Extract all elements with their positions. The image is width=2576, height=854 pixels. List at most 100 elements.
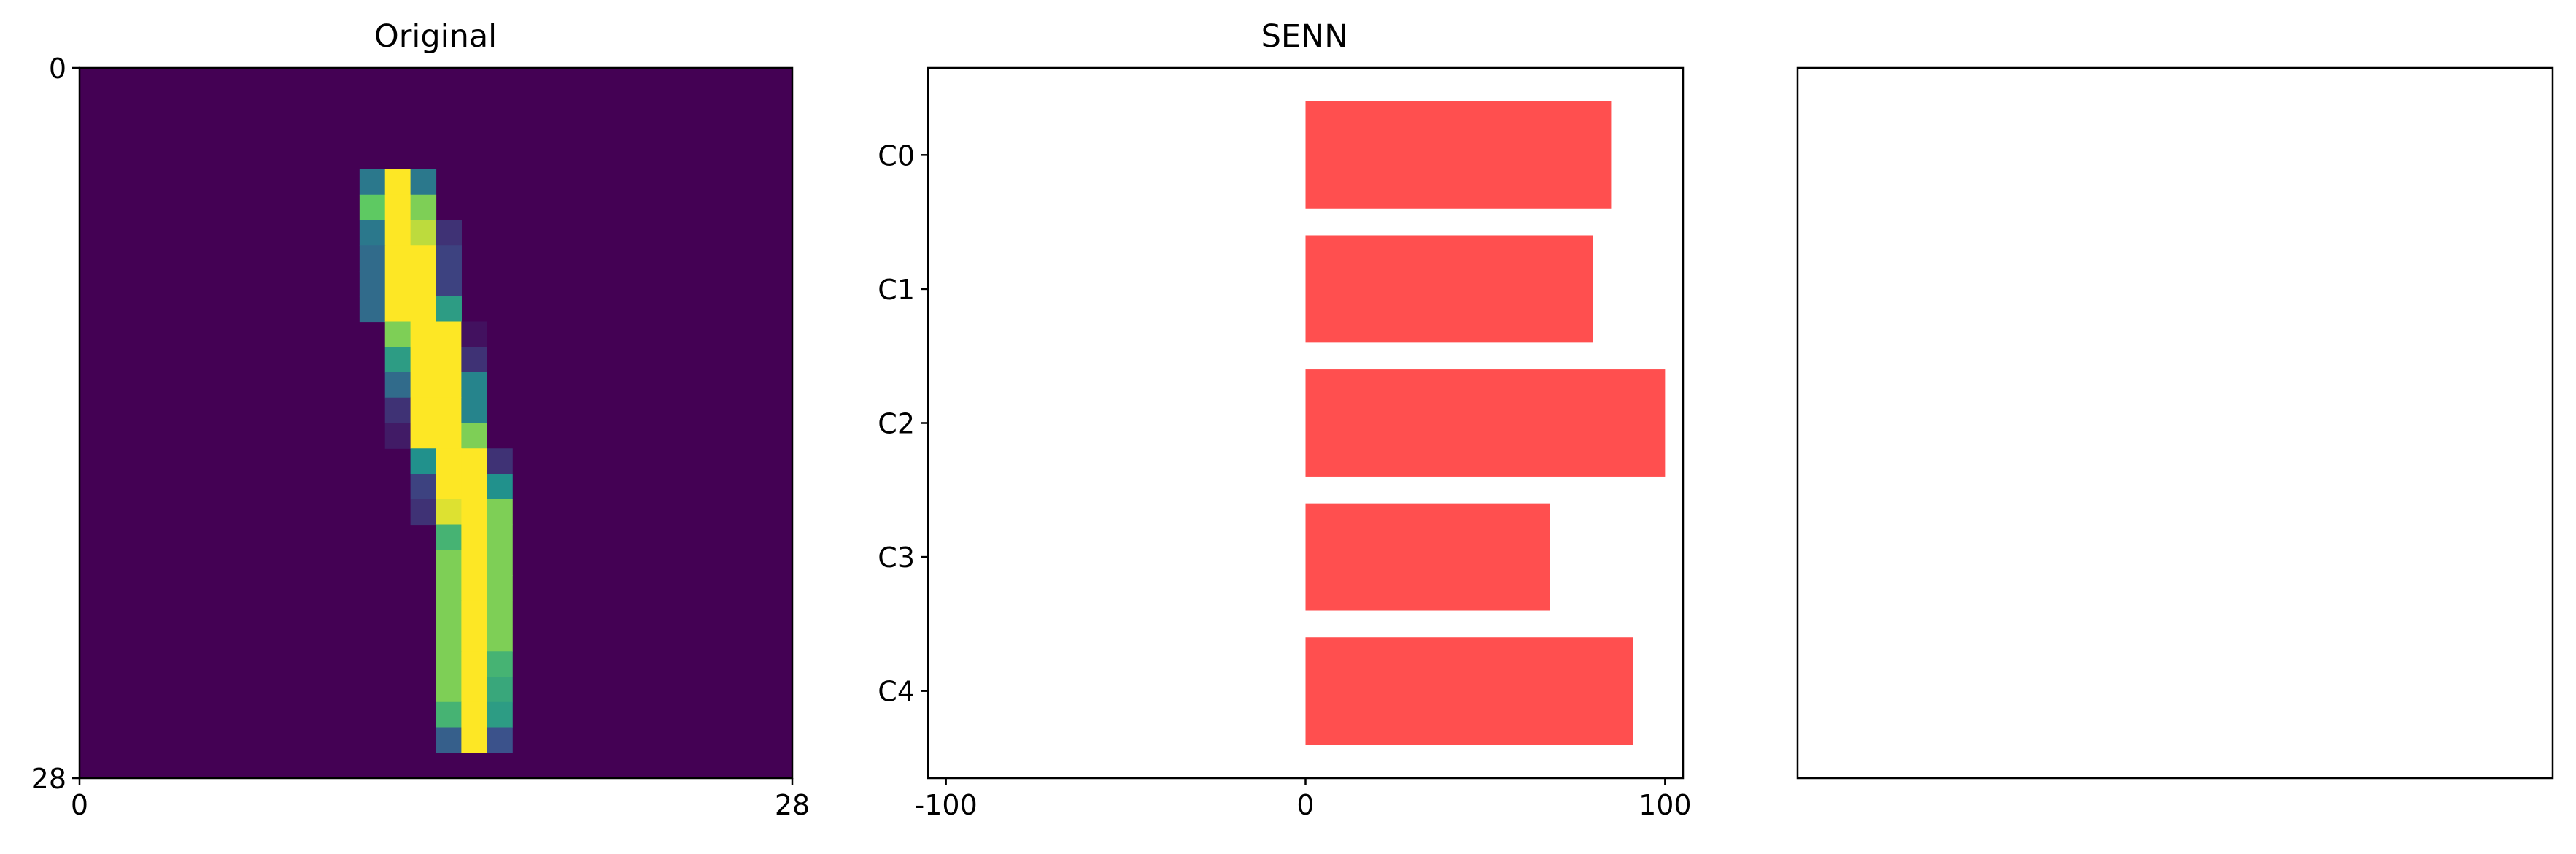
image-pixel	[359, 194, 386, 221]
image-pixel	[436, 600, 462, 627]
image-pixel	[461, 448, 487, 474]
image-pixel	[461, 423, 487, 449]
image-pixel	[384, 220, 411, 246]
image-pixel	[384, 372, 411, 399]
original-axes-frame	[78, 66, 794, 780]
senn-bars	[1305, 101, 1666, 745]
image-pixel	[384, 321, 411, 347]
image-pixel	[436, 397, 462, 424]
image-pixel	[436, 701, 462, 728]
image-pixel	[384, 423, 411, 449]
image-pixel	[461, 321, 487, 347]
image-pixel	[436, 296, 462, 323]
image-pixel	[461, 575, 487, 601]
image-pixel	[410, 448, 437, 474]
bar-c1	[1305, 235, 1593, 343]
image-pixel	[436, 321, 462, 347]
image-pixel	[487, 575, 513, 601]
image-pixel	[461, 550, 487, 576]
bar-c0	[1305, 101, 1612, 209]
image-pixel	[410, 220, 437, 246]
image-pixel	[410, 372, 437, 399]
image-pixel	[410, 169, 437, 196]
image-pixel	[436, 499, 462, 526]
category-label: C1	[878, 274, 915, 306]
senn-ticks: C0 C1 C2 C3 C4 -100 0 100	[878, 139, 1691, 821]
image-pixel	[487, 651, 513, 677]
image-pixel	[461, 347, 487, 373]
category-label: C2	[878, 408, 915, 440]
image-pixel	[461, 677, 487, 703]
image-pixel	[461, 474, 487, 500]
image-pixel	[487, 701, 513, 728]
image-pixel	[410, 423, 437, 449]
image-pixel	[384, 194, 411, 221]
image-pixel	[487, 499, 513, 526]
original-title: Original	[374, 18, 497, 55]
image-pixel	[359, 296, 386, 323]
category-label: C4	[878, 676, 915, 708]
category-label: C3	[878, 542, 915, 574]
image-pixel	[410, 271, 437, 297]
category-label: C0	[878, 139, 915, 172]
image-pixel	[410, 245, 437, 272]
image-pixel	[436, 474, 462, 500]
image-pixel	[487, 448, 513, 474]
bar-c2	[1305, 369, 1666, 477]
image-pixel	[487, 474, 513, 500]
image-pixel	[384, 271, 411, 297]
image-pixels	[80, 68, 792, 778]
image-pixel	[436, 727, 462, 753]
image-pixel	[436, 423, 462, 449]
image-pixel	[487, 727, 513, 753]
image-pixel	[410, 474, 437, 500]
image-pixel	[384, 347, 411, 373]
x-tick-label: 28	[775, 789, 810, 821]
image-pixel	[461, 524, 487, 550]
image-pixel	[410, 347, 437, 373]
image-pixel	[436, 550, 462, 576]
image-pixel	[487, 600, 513, 627]
image-pixel	[436, 448, 462, 474]
senn-bar-panel: SENN C0 C1 C2 C3 C4 -100 0 100	[878, 18, 1691, 821]
empty-axes-frame	[1796, 66, 2554, 780]
image-pixel	[436, 245, 462, 272]
x-tick-label: 0	[1296, 789, 1314, 821]
x-tick-label: 0	[71, 789, 88, 821]
image-pixel	[461, 626, 487, 652]
image-pixel	[384, 397, 411, 424]
image-pixel	[461, 499, 487, 526]
image-pixel	[410, 499, 437, 526]
image-pixel	[410, 321, 437, 347]
image-pixel	[436, 220, 462, 246]
image-pixel	[436, 626, 462, 652]
bar-c3	[1305, 503, 1550, 611]
image-pixel	[461, 651, 487, 677]
image-pixel	[461, 372, 487, 399]
image-pixel	[436, 651, 462, 677]
image-pixel	[487, 677, 513, 703]
empty-panel	[1796, 66, 2554, 780]
image-pixel	[359, 245, 386, 272]
image-pixel	[410, 296, 437, 323]
senn-title: SENN	[1261, 18, 1348, 55]
image-pixel	[359, 169, 386, 196]
image-pixel	[359, 271, 386, 297]
image-pixel	[436, 372, 462, 399]
image-pixel	[384, 245, 411, 272]
image-pixel	[461, 727, 487, 753]
image-pixel	[410, 397, 437, 424]
x-tick-label: 100	[1639, 789, 1692, 821]
y-tick-label: 28	[31, 763, 66, 795]
image-pixel	[436, 524, 462, 550]
image-pixel	[487, 524, 513, 550]
x-tick-label: -100	[915, 789, 978, 821]
image-pixel	[384, 169, 411, 196]
image-pixel	[359, 220, 386, 246]
image-pixel	[436, 575, 462, 601]
image-pixel	[436, 347, 462, 373]
image-pixel	[461, 701, 487, 728]
